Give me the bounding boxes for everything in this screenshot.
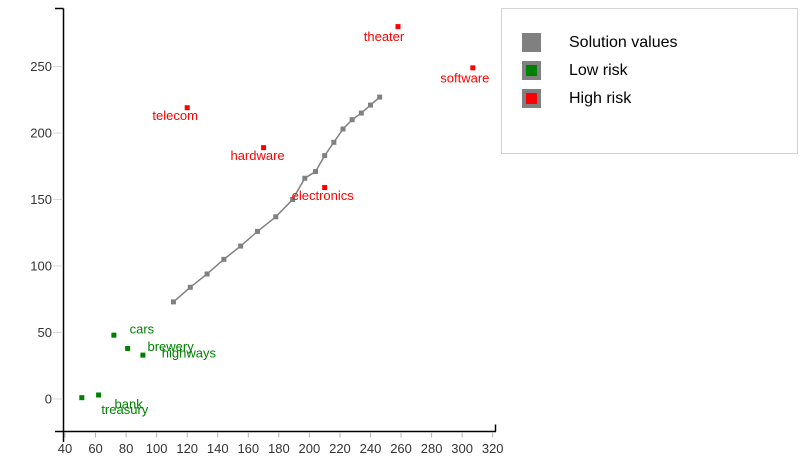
x-axis-tick-label: 160 [237, 441, 259, 456]
x-axis-tick-label: 200 [299, 441, 321, 456]
x-axis-tick-label: 240 [360, 441, 382, 456]
legend: Solution values Low risk High risk [501, 8, 798, 154]
low-risk-point [96, 392, 102, 398]
solution-value-point [368, 102, 373, 108]
legend-label-low-risk: Low risk [569, 61, 628, 79]
y-axis-tick-label: 0 [45, 392, 52, 407]
solution-value-point [313, 169, 319, 175]
solution-value-point [340, 126, 346, 132]
legend-swatch-inner [526, 92, 537, 104]
y-axis-tick-label: 50 [38, 325, 52, 340]
high-risk-point [261, 145, 267, 151]
high-risk-point-label: telecom [152, 108, 198, 123]
legend-item-solution-values: Solution values [522, 32, 678, 52]
legend-swatch-solution-values [522, 32, 541, 52]
low-risk-point-label: treasury [101, 402, 148, 417]
solution-value-point [322, 153, 328, 159]
y-axis-tick-label: 200 [30, 126, 52, 141]
low-risk-point-label: bank [115, 397, 144, 412]
x-axis-tick-label: 300 [451, 441, 473, 456]
x-axis-tick-label: 320 [482, 441, 504, 456]
x-axis-tick-label: 220 [329, 441, 351, 456]
low-risk-point-label: highways [162, 346, 217, 361]
y-axis-tick-label: 100 [30, 259, 52, 274]
solution-value-point [358, 110, 364, 116]
low-risk-point [125, 345, 131, 351]
solution-value-point [273, 214, 279, 220]
low-risk-point [140, 352, 146, 358]
high-risk-point-label: hardware [230, 148, 284, 163]
solution-value-point [290, 197, 296, 202]
x-axis-tick-label: 120 [176, 441, 198, 456]
y-axis-tick-label: 150 [30, 192, 52, 207]
low-risk-point [79, 395, 85, 401]
solution-value-point [221, 256, 227, 262]
legend-swatch-low-risk [522, 60, 541, 80]
solution-value-point [349, 117, 355, 123]
high-risk-point [322, 185, 328, 191]
solution-value-point [331, 139, 337, 145]
high-risk-point [470, 65, 476, 71]
solution-value-point [204, 271, 210, 277]
legend-item-high-risk: High risk [522, 88, 631, 108]
solution-value-point [377, 94, 383, 100]
x-axis-tick-label: 60 [88, 441, 102, 456]
x-axis-tick-label: 140 [207, 441, 229, 456]
low-risk-point-label: cars [130, 322, 155, 337]
legend-label-high-risk: High risk [569, 89, 632, 107]
solution-value-point [187, 284, 193, 290]
x-axis-tick-label: 80 [119, 441, 133, 456]
high-risk-point-label: software [440, 70, 489, 85]
x-axis-tick-label: 260 [390, 441, 412, 456]
high-risk-point [184, 105, 190, 111]
low-risk-point [111, 332, 117, 338]
solution-value-point [238, 243, 244, 249]
x-axis-tick-label: 100 [146, 441, 168, 456]
legend-item-low-risk: Low risk [522, 60, 628, 80]
high-risk-point-label: theater [364, 29, 405, 44]
solution-value-point [302, 175, 308, 181]
x-axis-tick-label: 280 [421, 441, 443, 456]
legend-swatch-high-risk [522, 88, 541, 108]
low-risk-point-label: brewery [148, 339, 195, 354]
high-risk-point [395, 24, 401, 30]
y-axis-tick-label: 250 [30, 59, 52, 74]
legend-label-solution-values: Solution values [569, 33, 678, 51]
legend-swatch-inner [526, 64, 537, 76]
solution-value-point [254, 228, 260, 234]
x-axis-tick-label: 40 [58, 441, 72, 456]
x-axis-tick-label: 180 [268, 441, 290, 456]
solution-value-point [170, 299, 176, 305]
high-risk-point-label: electronics [292, 188, 355, 203]
